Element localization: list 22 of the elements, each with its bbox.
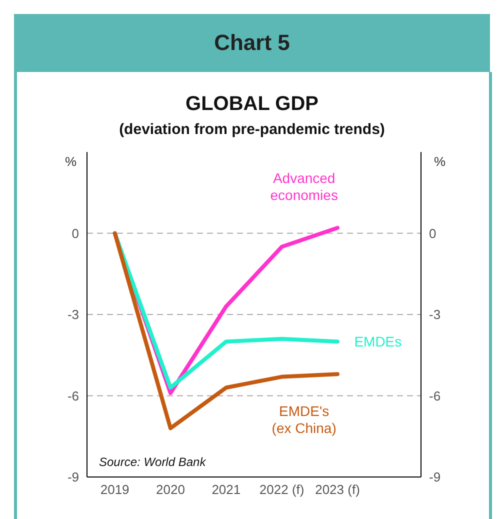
x-tick-label: 2019 [100,482,130,498]
series-label: EMDEs [354,333,402,350]
chart-subtitle: GLOBAL GDP [184,93,320,116]
series-label: Advanced economies [270,170,338,204]
series-label: EMDE's (ex China) [272,403,336,438]
y-tick-label: -3 [67,307,79,322]
y-axis-title: % [65,154,77,169]
y-tick-label: -6 [67,388,79,404]
text: (deviation from pre-pandemic trends) [118,121,386,138]
y-tick-label: -9 [67,470,79,485]
chart-title: Chart 5 [214,30,290,56]
y2-tick-label: -6 [429,388,441,404]
annotation: Source: World Bank [99,455,206,469]
y-tick-label: 0 [72,226,79,241]
x-tick-label: 2020 [156,482,185,498]
y2-tick-label: -3 [429,307,441,322]
x-tick-label: 2023 (f) [315,482,360,498]
y2-axis-title: % [434,154,446,169]
x-tick-label: 2022 (f) [259,482,304,498]
y2-tick-label: 0 [429,226,436,241]
y2-tick-label: -9 [429,470,441,485]
x-tick-label: 2021 [212,482,241,498]
